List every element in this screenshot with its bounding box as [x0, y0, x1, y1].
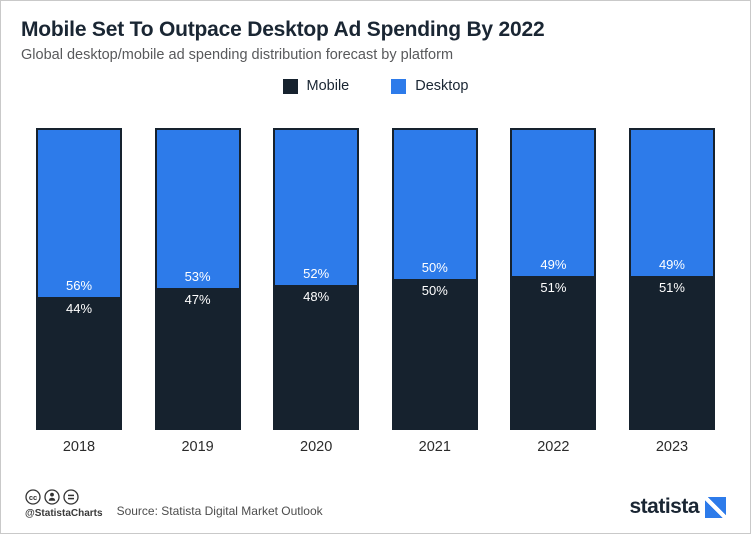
bar-column: 50% 50% 2021 — [391, 128, 478, 477]
mobile-segment: 48% — [275, 285, 358, 429]
desktop-swatch — [391, 78, 407, 94]
legend-label-desktop: Desktop — [415, 78, 469, 95]
bar-column: 49% 51% 2022 — [510, 128, 597, 477]
statista-logo: statista — [629, 495, 726, 519]
mobile-value-label: 48% — [303, 289, 330, 305]
source-text: Source: Statista Digital Market Outlook — [116, 504, 323, 518]
legend-item-desktop: Desktop — [391, 78, 468, 94]
stacked-bar: 50% 50% — [391, 128, 478, 431]
x-axis-label: 2023 — [655, 439, 689, 456]
cc-icon: cc — [25, 489, 41, 505]
desktop-segment: 49% — [630, 130, 713, 277]
desktop-segment: 53% — [156, 130, 239, 289]
x-axis-label: 2021 — [418, 439, 451, 456]
legend-label-mobile: Mobile — [306, 78, 350, 95]
attribution-handle: @StatistaCharts — [25, 508, 103, 519]
mobile-segment: 51% — [512, 276, 595, 429]
mobile-value-label: 44% — [65, 301, 93, 317]
desktop-value-label: 50% — [421, 260, 448, 276]
chart-subtitle: Global desktop/mobile ad spending distri… — [21, 47, 454, 64]
statista-logo-mark — [705, 496, 726, 518]
desktop-value-label: 49% — [658, 257, 685, 273]
stacked-bar: 53% 47% — [154, 128, 241, 431]
x-axis-label: 2022 — [537, 439, 570, 456]
statista-wordmark: statista — [629, 495, 699, 518]
mobile-segment: 47% — [156, 288, 239, 429]
bar-column: 53% 47% 2019 — [154, 128, 241, 477]
desktop-value-label: 53% — [184, 269, 211, 285]
chart-header: Mobile Set To Outpace Desktop Ad Spendin… — [21, 17, 730, 63]
legend: Mobile Desktop — [21, 78, 730, 94]
mobile-value-label: 51% — [540, 280, 567, 296]
cc-license-block: cc @StatistaCharts — [25, 489, 103, 519]
mobile-value-label: 50% — [421, 283, 448, 299]
mobile-value-label: 51% — [658, 280, 685, 296]
x-axis-label: 2020 — [300, 439, 333, 456]
svg-text:cc: cc — [29, 493, 37, 502]
footer: cc @StatistaCharts Source: Statista Digi… — [21, 489, 730, 521]
legend-item-mobile: Mobile — [282, 78, 350, 95]
desktop-value-label: 56% — [65, 278, 93, 294]
bar-column: 49% 51% 2023 — [628, 128, 715, 477]
desktop-segment: 49% — [512, 130, 595, 277]
bar-column: 52% 48% 2020 — [273, 128, 360, 477]
stacked-bar: 49% 51% — [628, 128, 715, 431]
mobile-segment: 44% — [38, 297, 120, 429]
mobile-swatch — [282, 78, 298, 94]
desktop-value-label: 52% — [303, 266, 330, 282]
x-axis-label: 2018 — [62, 439, 96, 456]
chart-title: Mobile Set To Outpace Desktop Ad Spendin… — [21, 18, 545, 41]
mobile-value-label: 47% — [184, 292, 211, 308]
mobile-segment: 50% — [393, 279, 476, 429]
bar-column: 56% 44% 2018 — [36, 128, 122, 477]
cc-icons: cc — [25, 489, 103, 505]
desktop-segment: 50% — [393, 130, 476, 280]
stacked-bar: 52% 48% — [273, 128, 360, 431]
x-axis-label: 2019 — [181, 439, 214, 456]
desktop-segment: 52% — [275, 130, 358, 286]
bar-chart: 56% 44% 2018 53% 47% 2019 52% 48% 2020 50% 50% 2021… — [21, 128, 730, 477]
stacked-bar: 49% 51% — [510, 128, 597, 431]
desktop-value-label: 49% — [540, 257, 567, 273]
equal-icon — [63, 489, 79, 505]
desktop-segment: 56% — [38, 130, 120, 298]
stacked-bar: 56% 44% — [36, 128, 122, 431]
mobile-segment: 51% — [630, 276, 713, 429]
attribution-person-icon — [44, 489, 60, 505]
